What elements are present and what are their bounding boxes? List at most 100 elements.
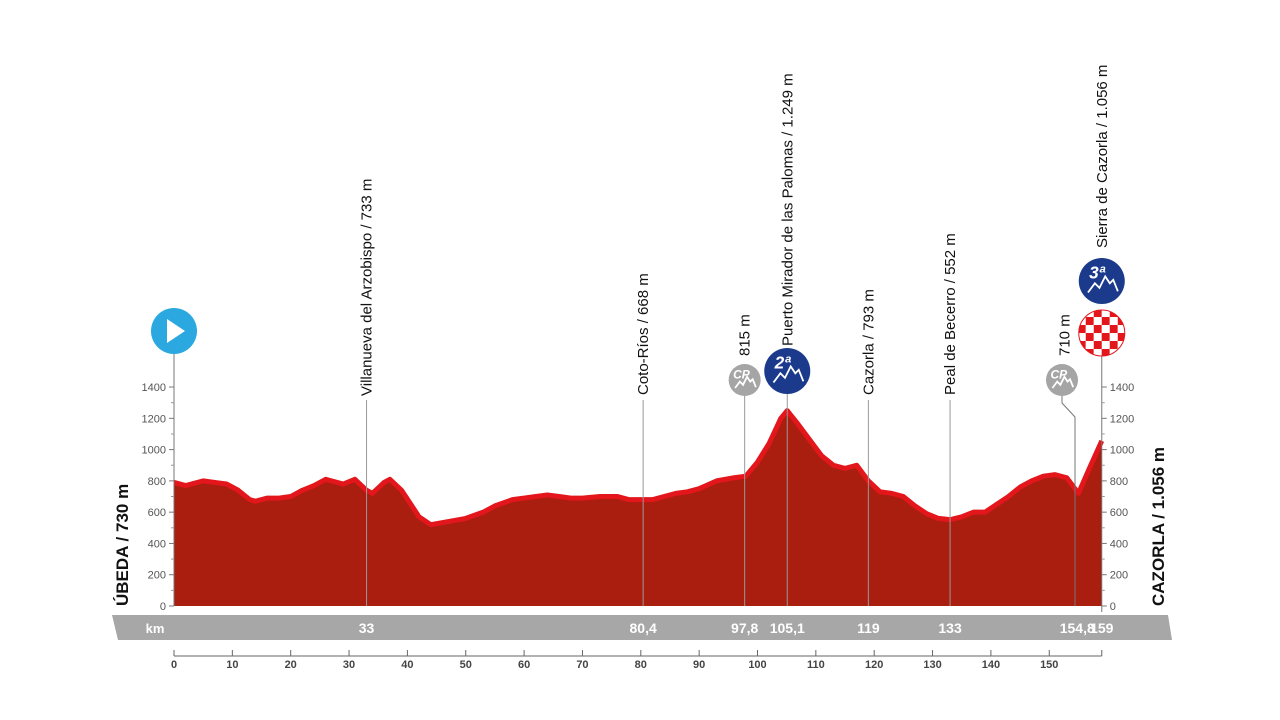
checker-square [1078,333,1086,341]
checker-square [1078,325,1086,333]
finish-ring [1078,309,1126,357]
category-2-climb-icon-circle [764,348,811,394]
km-marker-label: 154,8 [1060,620,1095,636]
y-tick-label-left: 800 [148,476,166,488]
checker-square [1109,317,1118,325]
y-tick-label-right: 600 [1110,507,1128,519]
y-tick-label-left: 200 [148,570,166,582]
y-tick-label-right: 1000 [1110,445,1134,457]
checker-square [1101,333,1110,341]
checker-square [1093,341,1102,349]
x-tick-label: 0 [171,659,177,671]
checker-square [1085,325,1094,333]
x-tick-label: 40 [401,659,413,671]
x-tick-label: 110 [807,659,825,671]
checker-square [1078,349,1086,356]
x-tick-label: 80 [635,659,647,671]
checker-square [1117,349,1125,356]
checker-square [1085,341,1094,349]
checker-square [1117,325,1125,333]
x-tick-label: 90 [693,659,705,671]
climb-label: Puerto Mirador de las Palomas / 1.249 m [779,73,796,346]
checker-square [1109,341,1118,349]
category-text: 3ª [1089,263,1106,283]
km-band [112,615,1172,640]
x-tick-label: 30 [343,659,355,671]
checker-square [1078,310,1086,317]
km-marker-label: 133 [938,620,962,636]
y-tick-label-right: 800 [1110,476,1128,488]
mountain-glyph [1051,375,1075,389]
x-tick-label: 120 [865,659,883,671]
x-tick-label: 10 [226,659,238,671]
checker-square [1093,349,1102,356]
climb-label: 815 m [737,314,754,356]
checker-square [1109,325,1118,333]
climb-label: 710 m [1056,314,1073,356]
checker-square [1101,325,1110,333]
mountain-glyph [1087,274,1119,294]
km-unit-label: km [146,621,165,636]
x-tick-label: 50 [460,659,472,671]
climb-label: Coto-Ríos / 668 m [635,273,652,395]
y-tick-label-left: 1400 [142,382,166,394]
category-text: CP [733,367,751,381]
x-tick-label: 130 [923,659,941,671]
checker-square [1101,349,1110,356]
y-tick-label-left: 1000 [142,445,166,457]
km-marker-label: 33 [359,620,375,636]
y-tick-label-left: 1200 [142,413,166,425]
checker-square [1101,310,1110,317]
checker-square [1109,333,1118,341]
y-tick-label-right: 1400 [1110,382,1134,394]
mountain-glyph [734,375,757,389]
start-icon [151,308,197,354]
y-tick-label-right: 200 [1110,570,1128,582]
category-3-climb-icon: 3ª [1078,258,1125,304]
mountain-glyph [772,364,805,384]
km-marker-label: 80,4 [630,620,657,636]
finish-label: CAZORLA / 1.056 m [1149,447,1168,606]
climb-label: Peal de Becerro / 552 m [942,233,959,395]
x-tick-label: 140 [982,659,1000,671]
y-tick-label-left: 0 [160,601,166,613]
checker-square [1085,333,1094,341]
finish-icon [1078,309,1126,357]
y-tick-label-left: 600 [148,507,166,519]
km-marker-label: 119 [857,620,880,636]
climb-label: Sierra de Cazorla / 1.056 m [1094,65,1111,248]
checker [1078,310,1125,356]
x-tick-label: 150 [1040,659,1058,671]
start-label: ÚBEDA / 730 m [113,484,132,606]
climb-label: Villanueva del Arzobispo / 733 m [359,179,376,396]
y-tick-label-right: 1200 [1110,413,1134,425]
checker-square [1093,310,1102,317]
checker-square [1085,317,1094,325]
climb-label: Cazorla / 793 m [860,289,877,395]
sprint-cp-icon: CP [1046,364,1078,396]
y-tick-label-right: 400 [1110,538,1128,550]
category-text: 2ª [774,353,792,373]
checker-square [1117,333,1125,341]
category-2-climb-icon: 2ª [764,348,811,394]
checker-square [1093,325,1102,333]
checker-square [1101,317,1110,325]
x-tick-label: 70 [576,659,588,671]
category-3-climb-icon-circle [1078,258,1125,304]
km-marker-label: 105,1 [770,620,805,636]
y-tick-label-left: 400 [148,538,166,550]
category-text: CP [1050,367,1068,381]
sprint-cp-icon: CP [728,364,761,396]
checker-square [1093,317,1102,325]
km-marker-label: 159 [1090,620,1114,636]
y-tick-label-right: 0 [1110,601,1116,613]
x-tick-label: 100 [748,659,766,671]
profile-top-edge [173,408,1105,528]
checker-square [1093,333,1102,341]
checker-square [1101,341,1110,349]
play-icon [167,319,185,343]
checker-square [1117,310,1125,317]
x-tick-label: 20 [285,659,297,671]
profile-area [174,410,1102,606]
